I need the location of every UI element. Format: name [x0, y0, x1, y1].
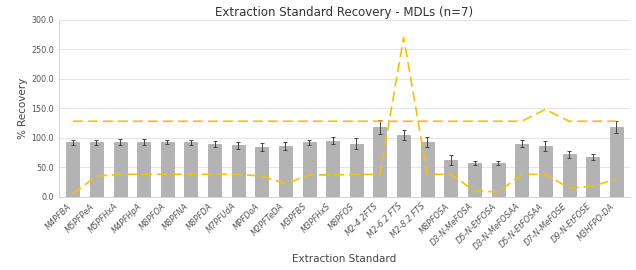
Bar: [232, 146, 245, 197]
Title: Extraction Standard Recovery - MDLs (n=7): Extraction Standard Recovery - MDLs (n=7…: [216, 6, 474, 19]
Bar: [114, 142, 127, 197]
Bar: [303, 143, 315, 197]
Bar: [492, 163, 504, 197]
Bar: [586, 157, 599, 197]
Bar: [161, 142, 174, 197]
Bar: [421, 142, 434, 197]
Bar: [515, 144, 529, 197]
Bar: [539, 146, 552, 197]
Bar: [397, 135, 410, 197]
Bar: [90, 143, 103, 197]
Y-axis label: % Recovery: % Recovery: [18, 77, 28, 139]
Bar: [256, 147, 268, 197]
Bar: [373, 127, 387, 197]
Bar: [66, 143, 80, 197]
Bar: [137, 142, 150, 197]
X-axis label: Extraction Standard: Extraction Standard: [293, 254, 397, 264]
Bar: [445, 160, 457, 197]
Bar: [279, 146, 292, 197]
Bar: [208, 144, 221, 197]
Bar: [468, 163, 481, 197]
Bar: [184, 143, 197, 197]
Bar: [562, 154, 576, 197]
Bar: [326, 141, 339, 197]
Bar: [610, 127, 623, 197]
Bar: [350, 144, 363, 197]
